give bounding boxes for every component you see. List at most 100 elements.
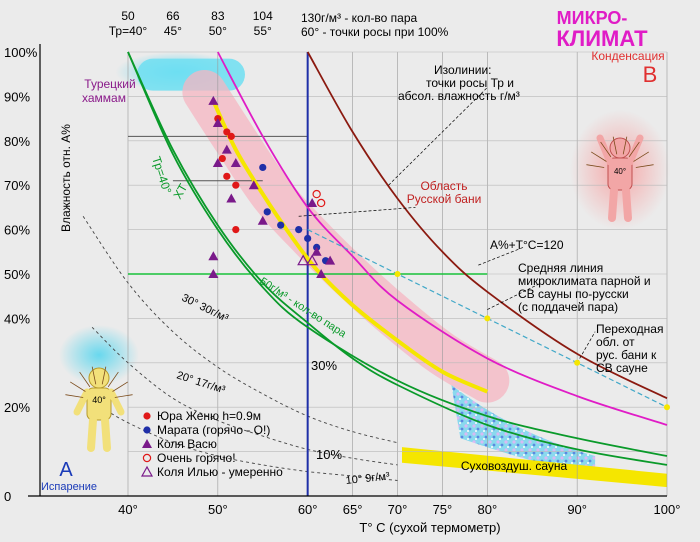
person-body [607, 157, 633, 191]
person-ray-6 [112, 381, 129, 392]
curve-2 [217, 51, 668, 426]
point-s0-6 [232, 226, 240, 234]
point-s2-2 [221, 144, 232, 154]
dry-sauna-speckle [451, 385, 596, 477]
person-right-figure: 40° [586, 134, 654, 222]
isoline30-label: 30° 30г/м³ [180, 292, 231, 325]
dashed-isoline-0 [82, 216, 398, 444]
top-tick-label-2: 83 [211, 9, 225, 23]
y-tick-label-0: 0 [4, 489, 11, 504]
dashed-isoline-1 [91, 326, 398, 466]
person-left-temp: 40° [92, 395, 106, 405]
x-tick-label-7: 90° [567, 502, 587, 517]
russian-area-label-1: Область [420, 179, 467, 193]
person-left-figure: 40° [65, 366, 133, 452]
leader-line-1 [478, 247, 524, 266]
point-s0-1 [223, 128, 231, 136]
points-layer [208, 95, 336, 278]
curve-3 [306, 51, 668, 400]
person-ray-4 [622, 136, 628, 155]
curve-1 [127, 51, 668, 457]
legend-label-2: Коля Васю [157, 437, 217, 451]
point-s0-4 [223, 172, 231, 180]
person-body [86, 387, 112, 421]
a-plus-t-label: A%+T°C=120 [490, 238, 564, 252]
middle-line-label-4: (с поддачей пара) [518, 300, 618, 314]
y-tick-label-2: 40% [4, 311, 30, 326]
person-arm-right [626, 134, 644, 166]
top-tick-label-1: 66 [166, 9, 180, 23]
curve-4 [211, 99, 489, 394]
x-axis-title: T° C (сухой термометр) [359, 520, 500, 535]
y-tick-label-5: 70% [4, 178, 30, 193]
b-letter: B [643, 62, 658, 87]
tr40-label: Тр=40° [149, 155, 174, 196]
dashed-isoline-2 [100, 406, 398, 481]
person-ray-5 [107, 371, 119, 388]
legend-marker-3 [142, 453, 152, 463]
top-axis-legend-top: 130г/м³ - кол-во пара [301, 11, 418, 25]
top-tick-sub-label-0: Тр=40° [109, 24, 148, 38]
person-leg-left [608, 186, 618, 222]
transition-label-3: рус. бани к [596, 348, 657, 362]
person-head [609, 137, 631, 159]
point-s2-4 [230, 158, 241, 167]
legend-marker-1 [143, 426, 151, 434]
person-leg-right [101, 416, 111, 452]
person-ray-6 [633, 151, 650, 162]
axes-layer: 40° 50° 60° 65° 70° 75° 80° 90° 100° 0 20% 40% 50% 60… [4, 9, 680, 517]
a-letter: A [59, 459, 73, 481]
point-s1-4 [304, 234, 312, 243]
top-tick-sub-label-2: 50° [209, 24, 227, 38]
isolines-label-1: Изолинии: [434, 63, 491, 77]
russian-bath-region [182, 70, 510, 403]
dry-sauna-label: Суховоздуш. сауна [461, 459, 568, 473]
y-axis-title: Влажность отн. A% [59, 124, 73, 232]
point-s2-11 [311, 246, 322, 256]
transition-label-2: обл. от [596, 335, 635, 349]
x-tick-label-4: 70° [388, 502, 408, 517]
person-ray-1 [69, 381, 86, 392]
legend-label-4: Коля Илью - умеренно [157, 465, 283, 479]
x-tick-label-0: 40° [118, 502, 138, 517]
y-tick-label-4: 60% [4, 223, 30, 238]
curves-layer [82, 51, 670, 496]
point-s4-0 [297, 254, 310, 266]
top-tick-label-3: 104 [253, 9, 273, 23]
legend-label-3: Очень горячо! [157, 451, 236, 465]
top-tick-sub-label-1: 45° [164, 24, 182, 38]
point-s2-3 [212, 158, 223, 167]
point-s2-13 [316, 269, 327, 278]
isoline20-label: 20° 17г/м³ [175, 369, 227, 396]
title-line2: КЛИМАТ [556, 26, 648, 51]
x-tick-label-6: 80° [477, 502, 497, 517]
evaporation-glow [59, 325, 139, 385]
x-tick-label-3: 65° [343, 502, 363, 517]
y-tick-label-1: 20% [4, 400, 30, 415]
legend-label-0: Юра Женю h=0.9м [157, 409, 261, 423]
person-leg-right [622, 186, 632, 222]
middle-line-label-3: СВ сауны по-русски [518, 287, 629, 301]
person-ray-7 [635, 164, 654, 168]
point-s1-2 [277, 221, 285, 229]
person-ray-1 [590, 151, 607, 162]
person-arm-left [596, 134, 614, 166]
leader-line-0 [388, 87, 488, 186]
isolines-label-3: абсол. влажность г/м³ [398, 89, 520, 103]
intersection-marker-2 [574, 359, 581, 366]
person-ray-4 [101, 366, 107, 385]
point-s2-8 [307, 197, 318, 207]
x-tick-label-1: 50° [208, 502, 228, 517]
isoline10-label: 10° 9г/м³ [345, 470, 390, 487]
condensation-label: Конденсация [591, 49, 664, 63]
point-s3-1 [316, 198, 326, 208]
person-ray-7 [114, 394, 133, 398]
russian-area-label-2: Русской бани [407, 192, 482, 206]
person-arm-left [73, 388, 91, 416]
y-tick-label-3: 50% [4, 267, 30, 282]
top-axis-legend-bottom: 60° - точки росы при 100% [301, 25, 449, 39]
title-line1: МИКРО- [557, 8, 628, 28]
person-leg-left [87, 416, 97, 452]
